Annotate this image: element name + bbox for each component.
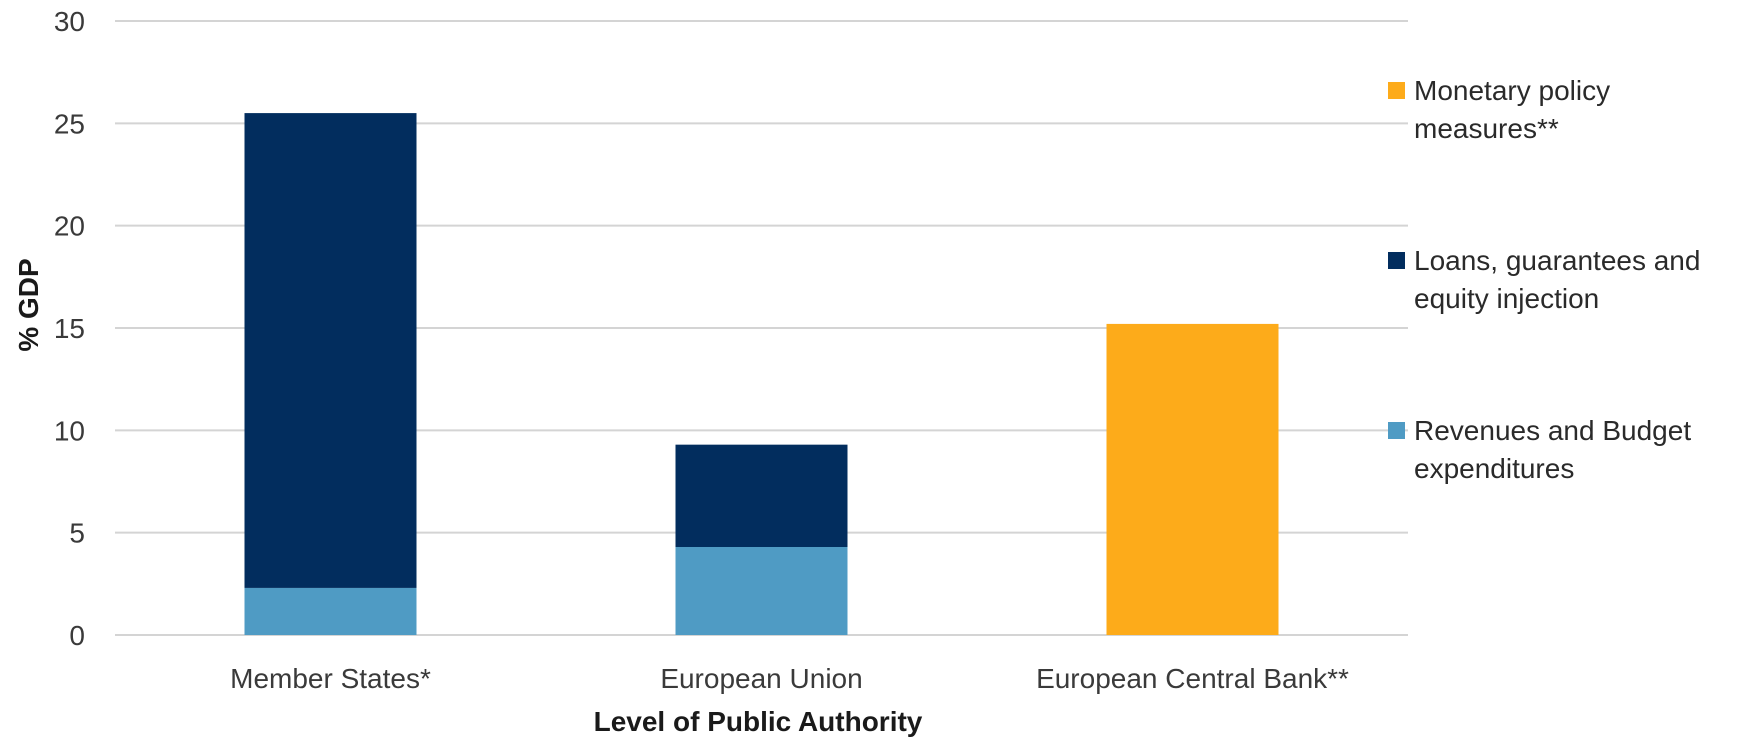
legend-swatch <box>1388 422 1405 439</box>
bar-segment <box>1106 323 1279 635</box>
bars <box>244 113 1279 635</box>
legend-swatch <box>1388 82 1405 99</box>
legend: Monetary policy measures** Loans, guarante… <box>1388 75 1700 484</box>
bar-segment <box>675 546 848 635</box>
y-tick-label: 15 <box>54 313 85 344</box>
legend-label: expenditures <box>1414 453 1574 484</box>
y-tick-label: 25 <box>54 108 85 139</box>
y-tick-label: 30 <box>54 6 85 37</box>
x-axis-categories: Member States* European Union European Cen… <box>230 663 1349 694</box>
legend-label: measures** <box>1414 113 1559 144</box>
bar-segment <box>244 587 417 635</box>
legend-label: Revenues and Budget <box>1414 415 1691 446</box>
y-tick-label: 0 <box>69 620 85 651</box>
y-axis-ticks: 0 5 10 15 20 25 30 <box>54 6 85 651</box>
x-category-label: Member States* <box>230 663 431 694</box>
y-tick-label: 20 <box>54 211 85 242</box>
y-tick-label: 5 <box>69 518 85 549</box>
bar-segment <box>675 444 848 547</box>
legend-label: Monetary policy <box>1414 75 1610 106</box>
legend-label: Loans, guarantees and <box>1414 245 1700 276</box>
x-axis-title: Level of Public Authority <box>594 706 923 737</box>
legend-label: equity injection <box>1414 283 1599 314</box>
legend-swatch <box>1388 252 1405 269</box>
bar-segment <box>244 113 417 588</box>
x-category-label: European Central Bank** <box>1036 663 1349 694</box>
x-category-label: European Union <box>660 663 862 694</box>
y-tick-label: 10 <box>54 415 85 446</box>
y-axis-title: % GDP <box>13 258 44 351</box>
